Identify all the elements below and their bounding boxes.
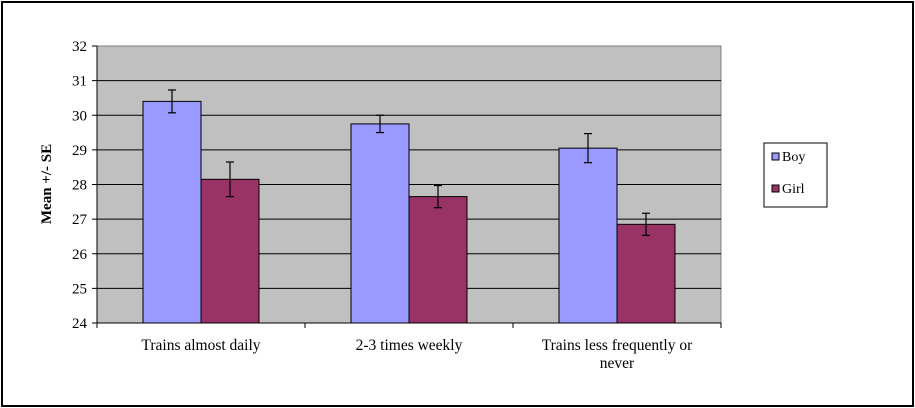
x-tick-label: Trains less frequently or (542, 337, 693, 354)
y-tick-label: 31 (72, 74, 87, 90)
bar-boy (142, 100, 202, 324)
bar-girl (616, 223, 676, 324)
y-tick-label: 25 (72, 281, 87, 297)
legend-swatch-girl (771, 184, 780, 193)
y-tick-label: 30 (72, 108, 87, 124)
bars (142, 100, 676, 324)
legend: Boy Girl (763, 142, 828, 208)
x-tick-labels: Trains almost daily 2-3 times weekly Train… (96, 323, 722, 372)
x-tick-label: never (600, 355, 635, 372)
y-tick-labels: 24 25 26 27 28 29 30 31 32 (72, 39, 97, 332)
bar-girl (200, 178, 260, 324)
error-bars (168, 89, 650, 236)
y-tick-label: 28 (72, 178, 87, 194)
y-tick-label: 29 (72, 143, 87, 159)
x-tick-label: 2-3 times weekly (356, 337, 463, 354)
y-tick-label: 27 (72, 212, 88, 228)
y-tick-label: 24 (72, 316, 88, 332)
legend-label-boy: Boy (782, 150, 805, 165)
bar-boy (558, 147, 618, 324)
bar-girl (408, 196, 468, 324)
legend-label-girl: Girl (782, 182, 805, 197)
y-tick-label: 32 (72, 39, 87, 55)
y-tick-label: 26 (72, 247, 88, 263)
y-axis-label: Mean +/- SE (39, 144, 55, 224)
x-tick-label: Trains almost daily (141, 337, 260, 354)
legend-swatch-boy (771, 152, 780, 161)
bar-boy (350, 123, 410, 324)
